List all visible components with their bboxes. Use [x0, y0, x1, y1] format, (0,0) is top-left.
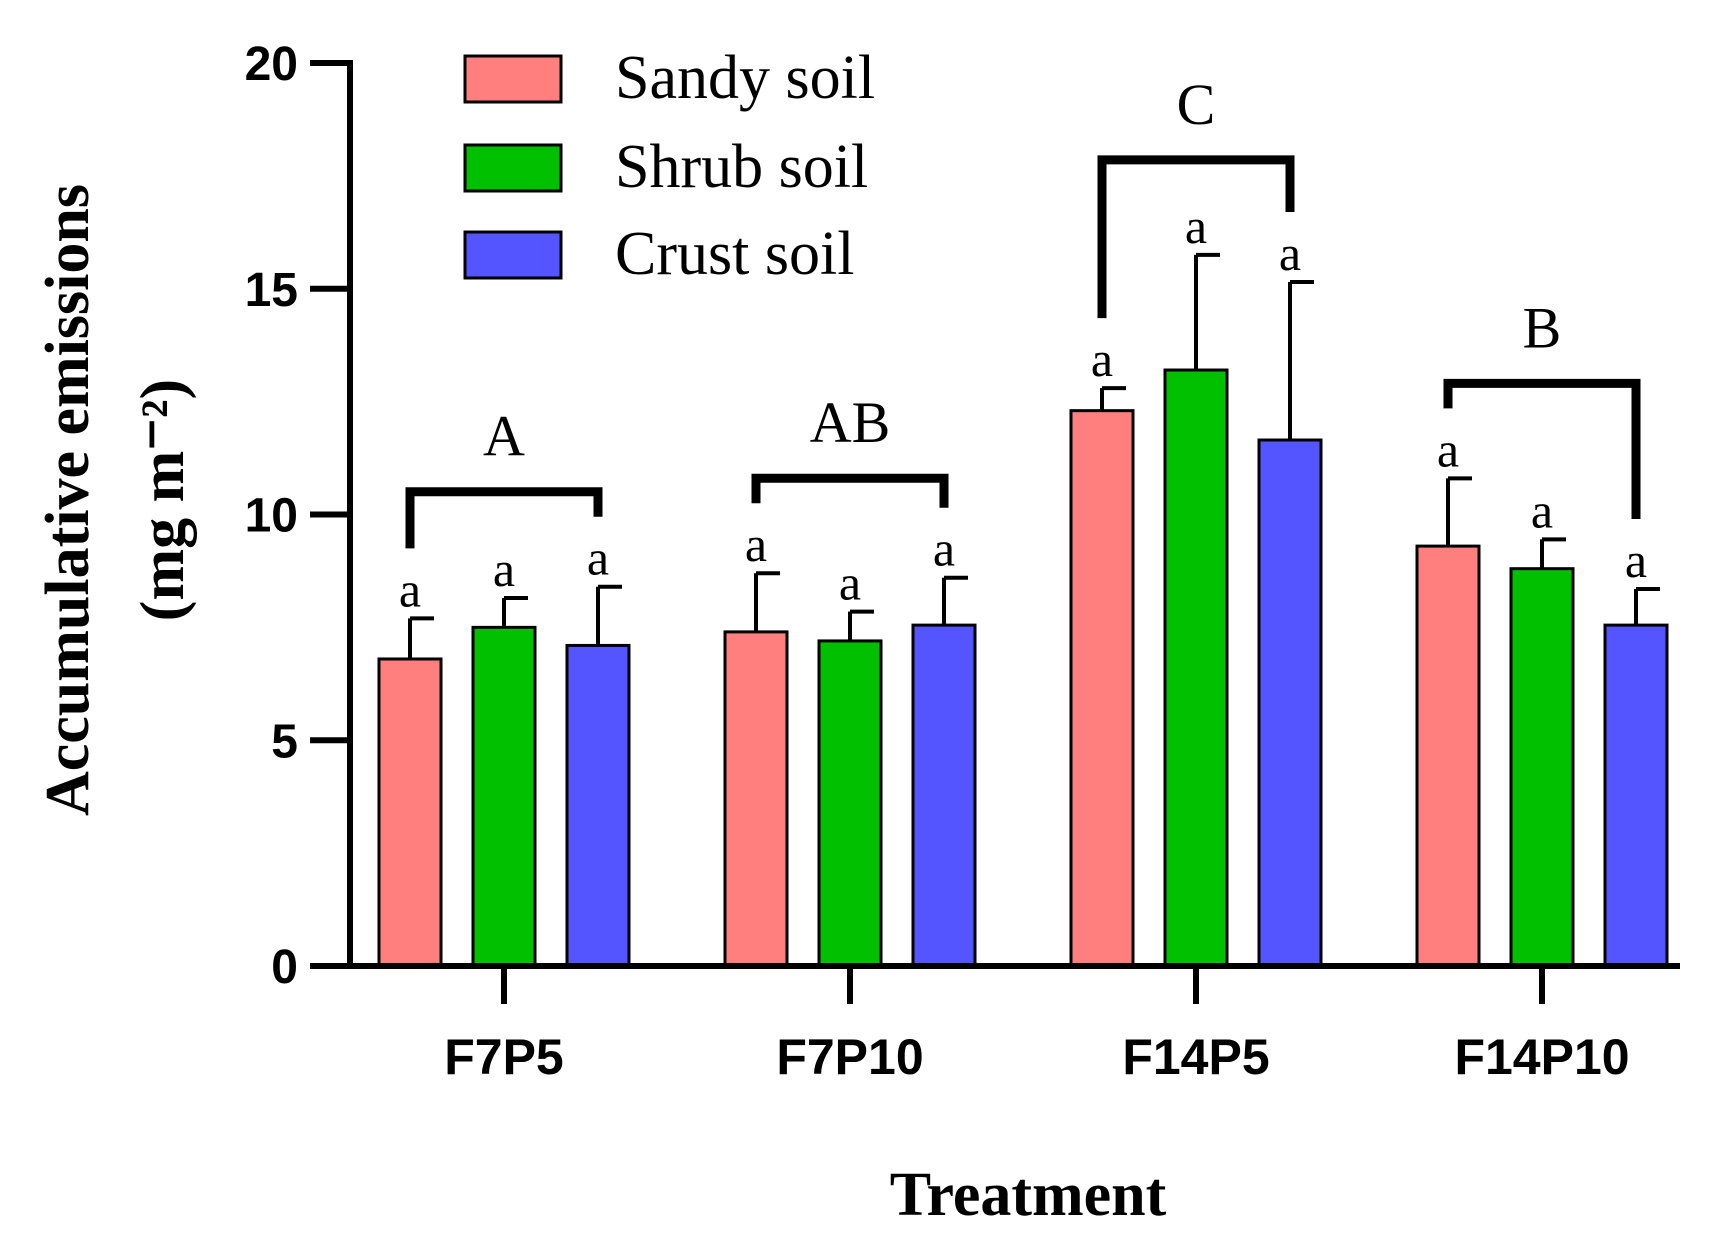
y-tick-label: 20	[245, 38, 298, 91]
legend-swatch	[463, 230, 563, 280]
legend-label: Crust soil	[615, 220, 854, 288]
significance-letter: a	[839, 555, 861, 611]
bar	[817, 639, 883, 968]
legend-label: Shrub soil	[615, 133, 868, 201]
bar	[471, 625, 537, 968]
group-bracket	[405, 487, 603, 549]
bar	[911, 623, 977, 968]
x-tick-label: F7P10	[776, 1029, 923, 1085]
bar	[723, 630, 789, 968]
bar	[565, 643, 631, 968]
y-tick-label: 15	[245, 264, 298, 317]
significance-letter: a	[1531, 482, 1553, 538]
legend-swatch	[463, 54, 563, 104]
bar	[1603, 623, 1669, 968]
bar	[1509, 567, 1575, 968]
significance-letter: a	[745, 516, 767, 572]
significance-letter: a	[1091, 331, 1113, 387]
x-tick-label: F7P5	[444, 1029, 564, 1085]
x-axis-title: Treatment	[890, 1161, 1167, 1229]
significance-letter: a	[1625, 532, 1647, 588]
significance-letter: a	[399, 561, 421, 617]
group-letter: AB	[810, 390, 891, 455]
group-letter: B	[1523, 295, 1562, 360]
group-bracket	[1097, 155, 1295, 319]
y-tick-label: 10	[245, 490, 298, 543]
x-tick-label: F14P5	[1122, 1029, 1269, 1085]
y-axis-title-line1: Accumulative emissions	[34, 184, 102, 816]
legend-swatch	[463, 143, 563, 193]
significance-letter: a	[1185, 198, 1207, 254]
bar	[1163, 368, 1229, 968]
bar	[377, 657, 443, 968]
significance-letter: a	[933, 521, 955, 577]
bar	[1257, 438, 1323, 968]
group-letter: C	[1177, 72, 1216, 137]
y-tick-label: 0	[271, 941, 298, 994]
y-tick-label: 5	[271, 715, 298, 768]
legend-label: Sandy soil	[615, 44, 875, 112]
significance-letter: a	[493, 541, 515, 597]
significance-letter: a	[587, 530, 609, 586]
bar	[1415, 544, 1481, 968]
group-letter: A	[483, 404, 525, 469]
significance-letter: a	[1437, 421, 1459, 477]
group-bracket	[751, 473, 949, 508]
group-bracket	[1443, 378, 1641, 519]
y-axis-title-line2: (mg m⁻²)	[129, 379, 197, 621]
x-tick-label: F14P10	[1454, 1029, 1629, 1085]
bar	[1069, 409, 1135, 968]
significance-letter: a	[1279, 225, 1301, 281]
